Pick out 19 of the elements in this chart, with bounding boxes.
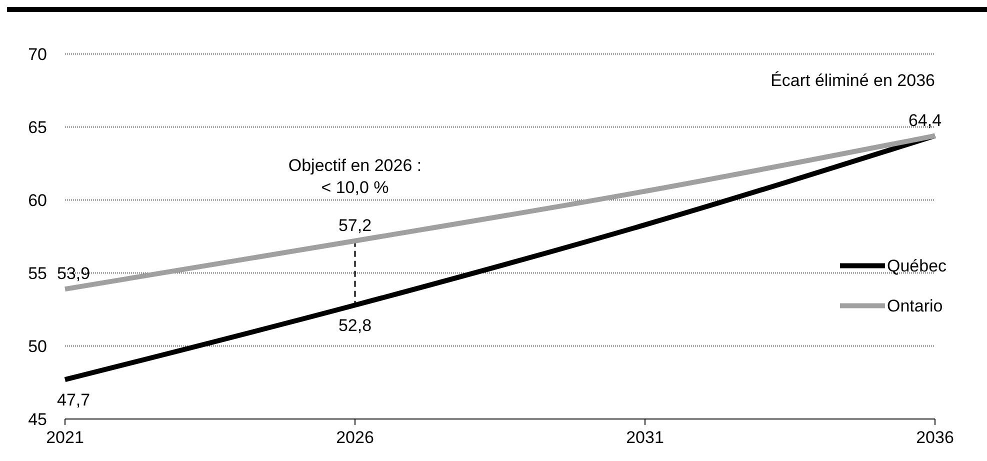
x-tick-label: 2031 — [626, 428, 664, 447]
y-tick-label: 60 — [28, 191, 47, 210]
y-tick-label: 70 — [28, 45, 47, 64]
data-label: 57,2 — [338, 216, 372, 235]
y-tick-label: 55 — [28, 264, 47, 283]
data-label: 53,9 — [57, 264, 90, 284]
x-tick-label: 2026 — [336, 428, 374, 447]
data-label: 64,4 — [908, 110, 942, 130]
y-tick-label: 45 — [28, 410, 47, 429]
data-label: 47,7 — [57, 390, 90, 410]
legend-label: Ontario — [887, 296, 943, 316]
data-label: 52,8 — [338, 316, 372, 336]
y-tick-label: 65 — [28, 118, 47, 137]
legend-label: Québec — [887, 256, 948, 276]
x-tick-label: 2021 — [46, 428, 84, 447]
annotation: Écart éliminé en 2036 — [770, 70, 935, 90]
annotation: Objectif en 2026 : < 10,0 % — [288, 156, 422, 197]
y-tick-label: 50 — [28, 337, 47, 356]
x-tick-label: 2036 — [916, 428, 954, 447]
